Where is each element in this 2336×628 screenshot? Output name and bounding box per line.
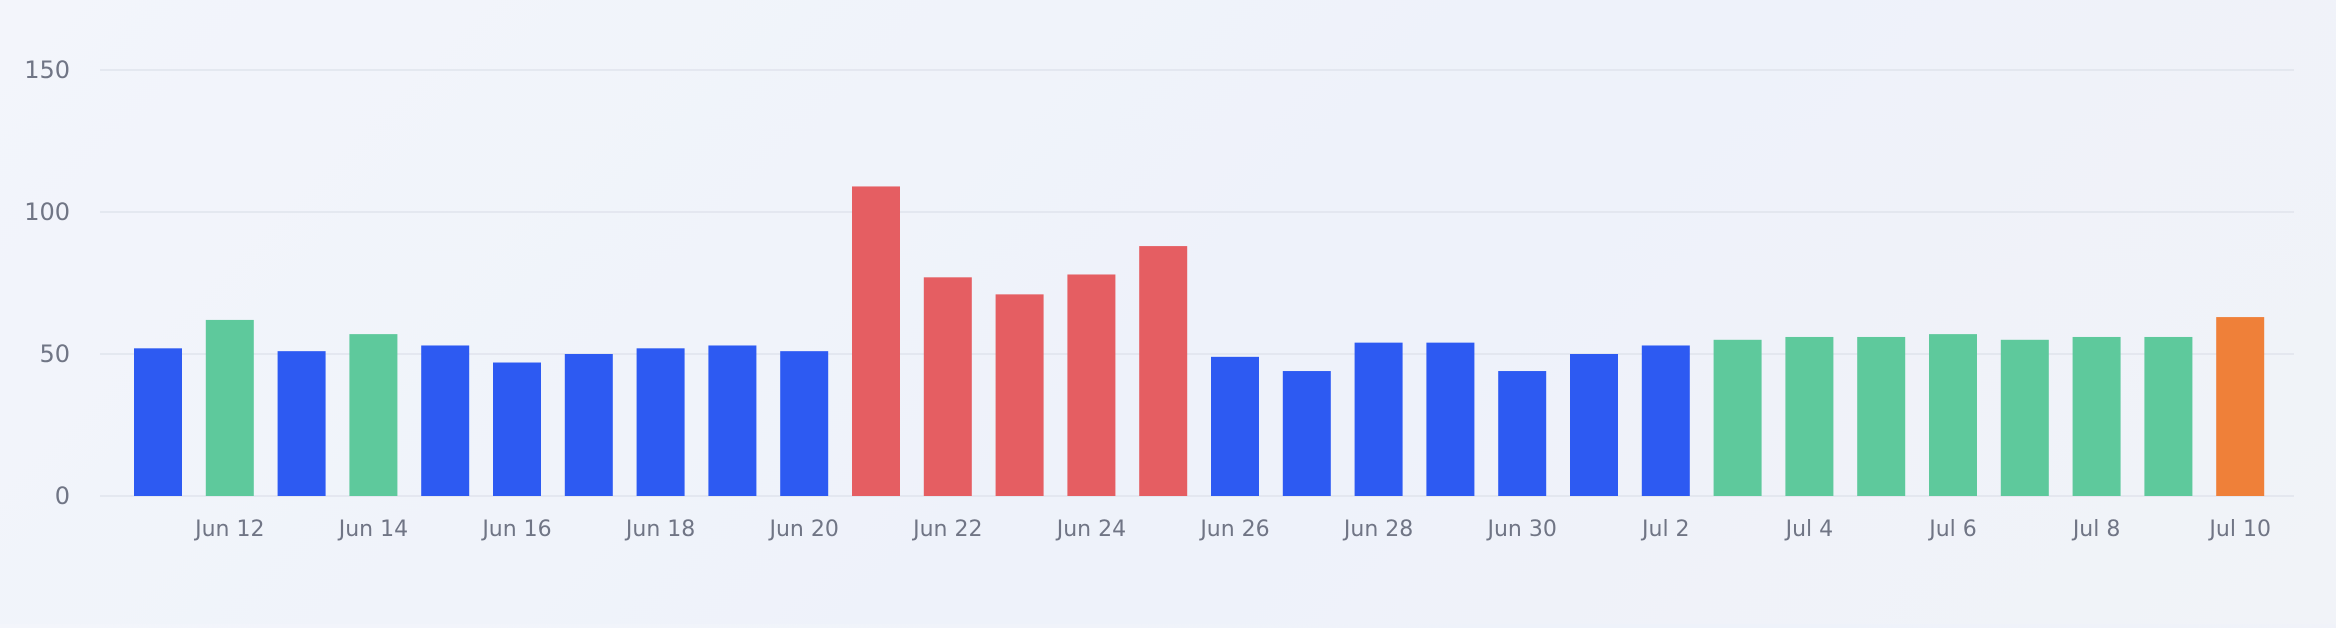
x-tick-label: Jun 12: [193, 517, 264, 542]
x-tick-label: Jun 22: [911, 517, 982, 542]
bar[interactable]: [1929, 334, 1977, 496]
bar[interactable]: [1713, 339, 1762, 496]
x-tick-label: Jun 14: [337, 517, 408, 542]
bar[interactable]: [2072, 336, 2121, 496]
x-tick-label: Jun 28: [1342, 517, 1413, 542]
x-tick-label: Jun 16: [480, 517, 551, 542]
bar[interactable]: [1426, 342, 1475, 496]
bar[interactable]: [1785, 336, 1834, 496]
bar[interactable]: [564, 354, 613, 496]
bar[interactable]: [1641, 345, 1690, 496]
bar[interactable]: [636, 348, 685, 496]
y-axis-tick-labels: 0 50 100 150: [24, 56, 70, 510]
bar[interactable]: [349, 334, 398, 496]
bar[interactable]: [852, 186, 900, 496]
bar[interactable]: [277, 351, 326, 496]
bar[interactable]: [1354, 342, 1403, 496]
x-tick-label: Jun 26: [1198, 517, 1269, 542]
bar[interactable]: [1139, 246, 1188, 496]
bar[interactable]: [1211, 356, 1259, 496]
x-tick-label: Jun 20: [768, 517, 839, 542]
bars: [134, 186, 2265, 496]
bar[interactable]: [780, 351, 829, 496]
y-tick-label: 50: [39, 340, 70, 368]
bar[interactable]: [421, 345, 470, 496]
bar[interactable]: [2216, 317, 2265, 496]
bar[interactable]: [2144, 336, 2193, 496]
bar[interactable]: [205, 319, 254, 496]
y-tick-label: 150: [24, 56, 70, 84]
bar[interactable]: [995, 294, 1044, 496]
x-tick-label: Jun 30: [1486, 517, 1557, 542]
x-tick-label: Jun 18: [624, 517, 695, 542]
bar[interactable]: [1570, 354, 1618, 496]
x-tick-label: Jun 24: [1055, 517, 1126, 542]
y-tick-label: 100: [24, 198, 70, 226]
bar[interactable]: [1498, 371, 1547, 496]
bar[interactable]: [1857, 336, 1906, 496]
x-axis-tick-labels: Jun 12 Jun 14 Jun 16 Jun 18 Jun 20 Jun 22 Jun …: [193, 517, 2271, 542]
x-tick-label: Jul 4: [1784, 517, 1834, 542]
bar[interactable]: [493, 362, 541, 496]
x-tick-label: Jul 2: [1640, 517, 1690, 542]
bar[interactable]: [1282, 371, 1331, 496]
x-tick-label: Jul 8: [2071, 517, 2121, 542]
bar[interactable]: [2000, 339, 2049, 496]
x-tick-label: Jul 10: [2207, 517, 2271, 542]
y-tick-label: 0: [55, 482, 70, 510]
bar[interactable]: [134, 348, 182, 496]
bar[interactable]: [1067, 274, 1116, 496]
x-tick-label: Jul 6: [1927, 517, 1977, 542]
bar[interactable]: [923, 277, 972, 496]
bar[interactable]: [708, 345, 757, 496]
